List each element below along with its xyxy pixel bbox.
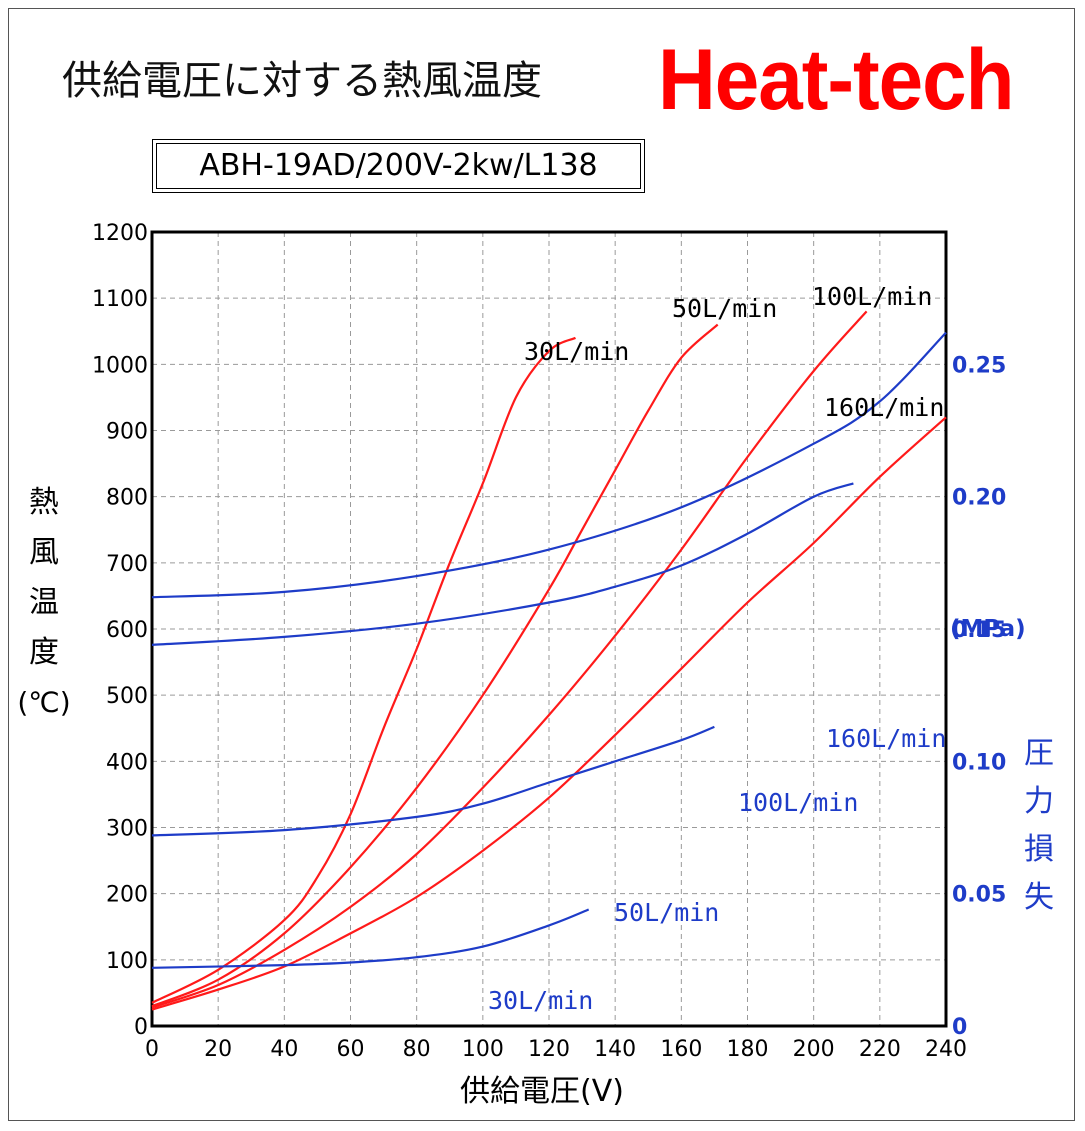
- y-left-tick-label: 800: [106, 486, 148, 511]
- y-right-tick-label: 0.10: [952, 750, 1006, 775]
- y-right-label-char: 圧: [1024, 736, 1054, 771]
- y-left-tick-label: 200: [106, 883, 148, 908]
- pressure-curve-30: [151, 908, 590, 969]
- y-left-tick-label: 400: [106, 750, 148, 775]
- y-left-label-char: 風: [29, 535, 59, 570]
- x-tick-label: 40: [270, 1037, 298, 1062]
- temp-series-label: 100L/min: [812, 282, 932, 311]
- pressure-curve-100: [151, 482, 854, 646]
- model-label: ABH-19AD/200V-2kw/L138: [156, 143, 641, 189]
- y-right-label-char: 力: [1024, 784, 1054, 819]
- pressure-series-label: 100L/min: [738, 788, 858, 817]
- y-left-label-char: 熱: [29, 485, 59, 520]
- pressure-series-label: 30L/min: [488, 986, 593, 1015]
- pressure-curve-160: [151, 331, 947, 599]
- temp-curve-100: [151, 310, 868, 1009]
- y-right-unit: (MPa): [950, 616, 1026, 642]
- x-tick-label: 0: [145, 1037, 159, 1062]
- temp-series-label: 50L/min: [672, 294, 777, 323]
- y-right-label-char: 失: [1024, 880, 1054, 915]
- y-left-tick-label: 1200: [92, 221, 148, 246]
- x-tick-label: 100: [462, 1037, 504, 1062]
- x-tick-label: 140: [594, 1037, 636, 1062]
- x-tick-label: 160: [660, 1037, 702, 1062]
- x-tick-label: 60: [337, 1037, 365, 1062]
- y-right-label-char: 損: [1024, 832, 1054, 867]
- x-tick-label: 80: [403, 1037, 431, 1062]
- y-left-tick-label: 1100: [92, 287, 148, 312]
- y-right-tick-label: 0: [952, 1015, 967, 1040]
- model-box: ABH-19AD/200V-2kw/L138: [152, 139, 645, 193]
- y-left-unit: (℃): [17, 686, 71, 719]
- temp-series-label: 160L/min: [824, 393, 944, 422]
- y-left-tick-label: 600: [106, 618, 148, 643]
- y-right-tick-label: 0.20: [952, 486, 1006, 511]
- y-left-label-char: 度: [29, 635, 59, 670]
- pressure-curve-50: [151, 725, 715, 837]
- x-tick-label: 120: [528, 1037, 570, 1062]
- chart-frame: [8, 8, 1075, 1121]
- y-left-tick-label: 500: [106, 684, 148, 709]
- y-left-tick-label: 700: [106, 552, 148, 577]
- y-left-tick-label: 100: [106, 949, 148, 974]
- y-left-tick-label: 1000: [92, 353, 148, 378]
- temp-curve-50: [151, 323, 719, 1008]
- y-right-tick-label: 0.05: [952, 883, 1006, 908]
- y-right-tick-label: 0.15: [952, 618, 1006, 643]
- y-right-tick-label: 0.25: [952, 353, 1006, 378]
- x-tick-label: 180: [727, 1037, 769, 1062]
- x-tick-label: 200: [793, 1037, 835, 1062]
- y-axis-right-label: 圧 力 損 失: [1014, 730, 1064, 922]
- pressure-series-label: 160L/min: [826, 724, 946, 753]
- x-axis-label: 供給電圧(V): [460, 1074, 624, 1109]
- plot-area-border: [150, 230, 948, 1028]
- page-title: 供給電圧に対する熱風温度: [62, 58, 542, 104]
- pressure-series-label: 50L/min: [614, 898, 719, 927]
- y-left-label-char: 温: [29, 585, 59, 620]
- x-tick-label: 220: [859, 1037, 901, 1062]
- temp-series-label: 30L/min: [524, 337, 629, 366]
- y-axis-left-label: 熱 風 温 度 (℃): [10, 478, 78, 728]
- temp-curve-30: [151, 336, 576, 1004]
- x-tick-label: 20: [204, 1037, 232, 1062]
- brand-logo: Heat-tech: [658, 31, 1015, 128]
- y-left-tick-label: 0: [134, 1015, 148, 1040]
- y-left-tick-label: 900: [106, 420, 148, 445]
- x-tick-label: 240: [925, 1037, 967, 1062]
- y-left-tick-label: 300: [106, 817, 148, 842]
